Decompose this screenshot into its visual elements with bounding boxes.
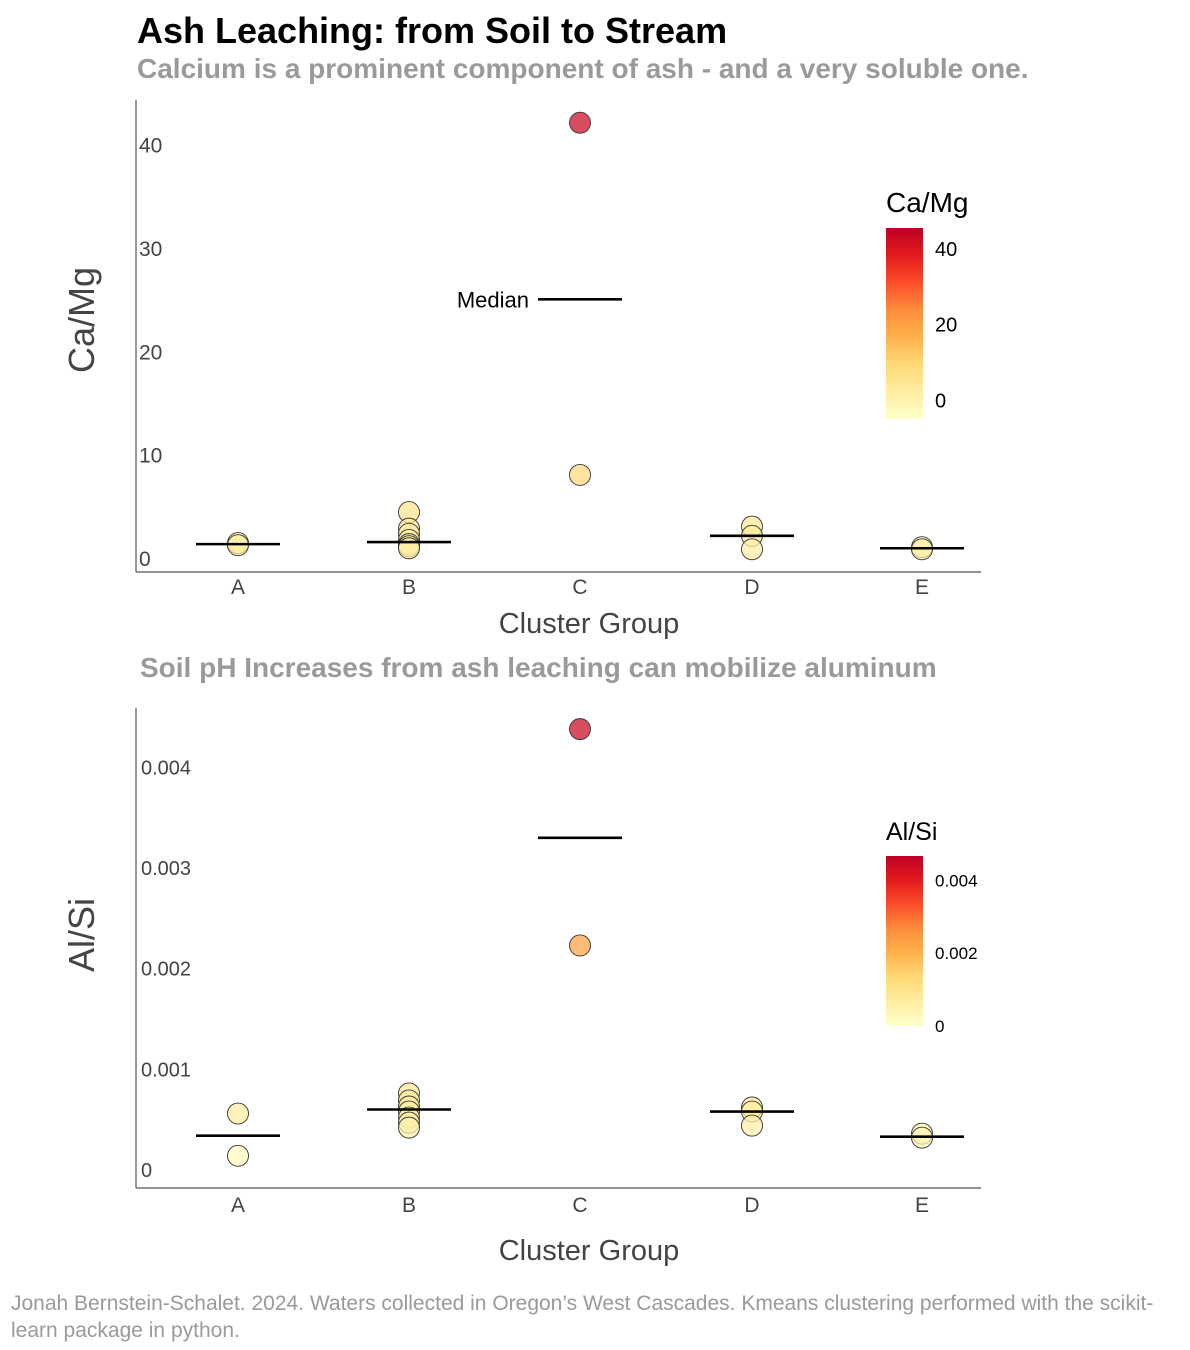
y-tick-label: 0.001 (141, 1059, 191, 1081)
x-axis-label: Cluster Group (499, 608, 680, 640)
colorbar-tick-label: 0.004 (935, 871, 978, 890)
y-tick-label: 0 (141, 1160, 152, 1182)
y-axis-label: Al/Si (61, 898, 102, 972)
al-si-chart: 0 0.001 0.002 0.003 0.004 A B C D E Cluster Group A… (61, 708, 981, 1267)
data-point (569, 111, 591, 134)
y-tick-label: 0 (139, 548, 151, 571)
colorbar-tick-label: 0 (935, 1017, 944, 1036)
x-tick-label: A (231, 1194, 245, 1217)
colorbar-title: Al/Si (886, 818, 937, 846)
data-point (569, 934, 591, 957)
colorbar-tick-label: 0 (935, 390, 946, 412)
x-tick-label: B (402, 576, 416, 599)
data-point (227, 1102, 249, 1125)
ca-mg-chart: 0 10 20 30 40 A B C D E Cluster Group Ca/Mg Median Ca… (61, 100, 981, 640)
colorbar (886, 228, 923, 419)
x-tick-label: B (402, 1194, 416, 1217)
data-point (741, 538, 763, 561)
data-point (569, 718, 591, 741)
y-tick-label: 30 (139, 238, 162, 261)
y-tick-label: 40 (139, 135, 162, 158)
x-tick-label: C (572, 576, 587, 599)
footnote: Jonah Bernstein-Schalet. 2024. Waters co… (11, 1292, 1154, 1342)
colorbar-tick-label: 0.002 (935, 944, 978, 963)
chart-subtitle: Calcium is a prominent component of ash … (137, 53, 1029, 84)
data-point (569, 463, 591, 486)
y-tick-label: 0.003 (141, 858, 191, 880)
median-annotation: Median (457, 287, 529, 312)
data-point (398, 1116, 420, 1139)
colorbar (886, 856, 923, 1026)
x-tick-label: E (915, 1194, 929, 1217)
y-axis-label: Ca/Mg (61, 267, 102, 373)
y-tick-label: 0.004 (141, 757, 191, 779)
x-axis-label: Cluster Group (499, 1235, 680, 1267)
y-tick-label: 20 (139, 341, 162, 364)
colorbar-tick-label: 40 (935, 239, 957, 261)
colorbar-tick-label: 20 (935, 315, 957, 337)
x-tick-label: C (572, 1194, 587, 1217)
x-tick-label: E (915, 576, 929, 599)
colorbar-title: Ca/Mg (886, 187, 968, 218)
x-tick-label: D (744, 576, 759, 599)
y-tick-label: 10 (139, 445, 162, 468)
y-tick-label: 0.002 (141, 959, 191, 981)
x-tick-label: A (231, 576, 245, 599)
data-point (741, 1114, 763, 1137)
chart-title: Ash Leaching: from Soil to Stream (137, 10, 728, 51)
data-point (227, 1144, 249, 1167)
al-si-subtitle: Soil pH Increases from ash leaching can … (140, 652, 937, 683)
x-tick-label: D (744, 1194, 759, 1217)
